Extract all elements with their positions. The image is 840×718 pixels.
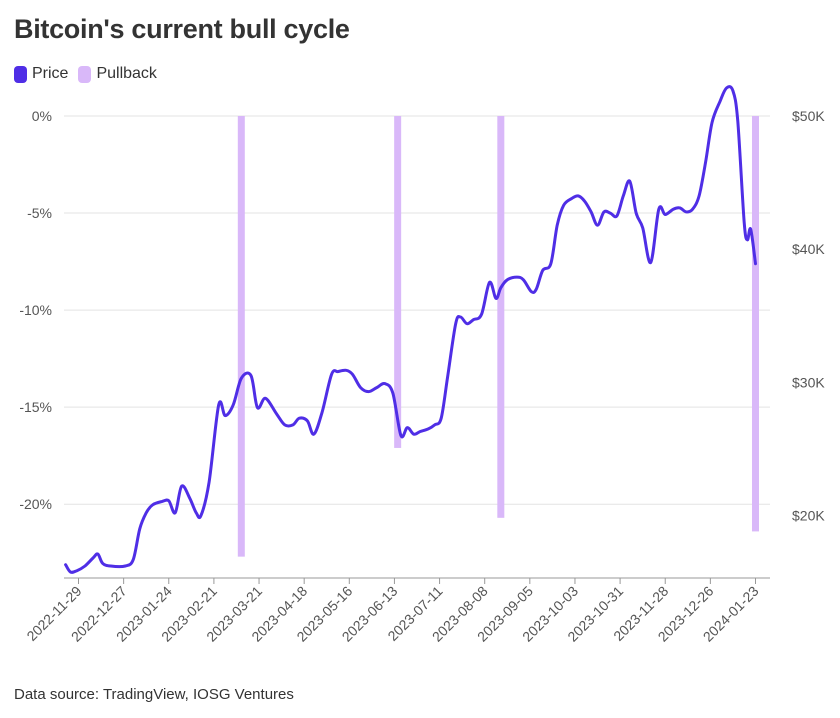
y-right-tick-label: $50K — [792, 108, 825, 124]
y-right-tick-label: $20K — [792, 507, 825, 523]
price-line — [64, 85, 757, 574]
y-right-tick-label: $40K — [792, 241, 825, 257]
pullback-bar — [394, 116, 402, 448]
pullback-bars — [237, 116, 759, 557]
y-left-tick-label: -15% — [19, 399, 52, 415]
pullback-bar — [497, 116, 505, 518]
chart-legend: Price Pullback — [14, 65, 167, 83]
tick-labels: 0%-5%-10%-15%-20%$50K$40K$30K$20K2022-11… — [19, 108, 825, 645]
axes — [64, 577, 770, 584]
y-left-tick-label: 0% — [32, 108, 52, 124]
price-line-layer — [64, 85, 757, 574]
pullback-bar — [751, 116, 759, 532]
legend-label-price: Price — [32, 65, 69, 82]
grid-layer — [64, 115, 770, 505]
y-left-tick-label: -10% — [19, 302, 52, 318]
y-left-tick-label: -5% — [27, 205, 52, 221]
data-source-note: Data source: TradingView, IOSG Ventures — [14, 686, 294, 703]
legend-item-price[interactable]: Price — [14, 65, 68, 83]
legend-item-pullback[interactable]: Pullback — [78, 65, 157, 83]
legend-label-pullback: Pullback — [96, 65, 157, 82]
legend-swatch-price — [14, 65, 27, 83]
y-right-tick-label: $30K — [792, 374, 825, 390]
chart-title: Bitcoin's current bull cycle — [14, 14, 350, 44]
legend-swatch-pullback — [78, 65, 92, 83]
y-left-tick-label: -20% — [19, 496, 52, 512]
pullback-bar — [237, 116, 245, 557]
